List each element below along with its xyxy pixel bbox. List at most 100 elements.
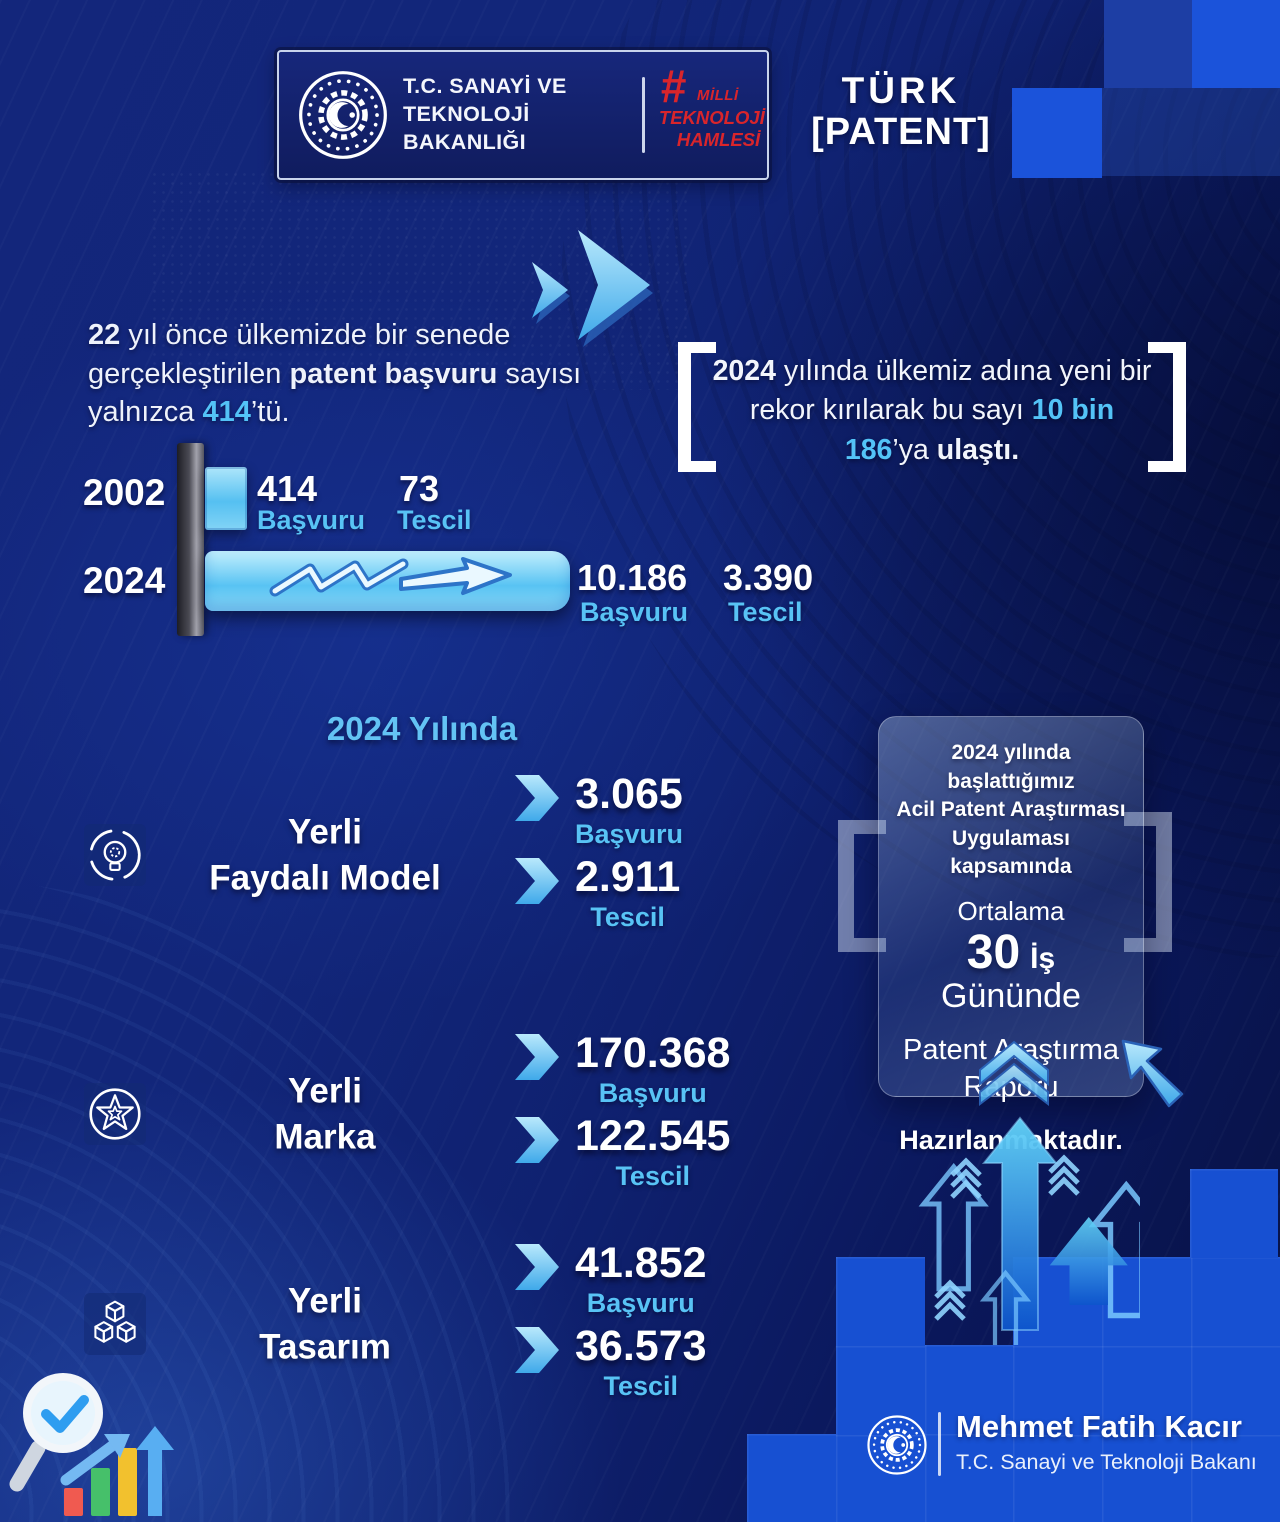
milli-teknoloji-hamlesi-logo: # MİLLİ TEKNOLOJİ HAMLESİ (653, 60, 767, 163)
stat-basvuru-label: Başvuru (586, 1288, 695, 1318)
fast-forward-icon (532, 230, 653, 347)
stat-values: 3.065 Başvuru 2.911 Tescil (515, 773, 683, 939)
upward-arrows-icon (918, 1116, 1140, 1345)
hamle-line2: TEKNOLOJİ (658, 107, 765, 128)
label-2002-tescil: Tescil (397, 505, 472, 535)
mosaic-step (836, 1257, 925, 1522)
chevron-right-icon (515, 1244, 559, 1290)
zigzag-growth-arrow-icon (269, 557, 512, 597)
label-2024-tescil: Tescil (728, 597, 803, 627)
stat-name-line2: Tasarım (259, 1327, 391, 1366)
stat-row-marka: Yerli Marka 170.368 Başvuru 122.545 Tesc… (60, 1022, 765, 1206)
year-label-2024: 2024 (83, 560, 166, 601)
stat-basvuru-label: Başvuru (598, 1078, 707, 1108)
intro-accent-414: 414 (202, 396, 251, 429)
acil-patent-panel: 2024 yılında başlattığımız Acil Patent A… (878, 716, 1144, 1155)
label-2002-basvuru: Başvuru (257, 505, 366, 535)
mosaic-step (747, 1434, 836, 1522)
checker-square (1102, 88, 1280, 176)
intro-text1: yıl önce ülkemizde bir senede gerçekleşt… (88, 319, 511, 390)
stat-tescil-label: Tescil (615, 1161, 690, 1191)
chevron-right-icon (515, 858, 559, 904)
record-bold-ulasti: ulaştı. (936, 433, 1020, 466)
chart-axis-bar (177, 443, 204, 636)
record-text1: yılında ülkemiz adına yeni bir rekor kır… (749, 355, 1152, 427)
hamle-line3: HAMLESİ (676, 129, 761, 150)
stat-name-line2: Marka (274, 1117, 376, 1156)
turkpatent-line1: TÜRK (841, 70, 961, 111)
value-2002-tescil: 73 (399, 468, 440, 509)
stat-basvuru-value: 3.065 (575, 770, 683, 818)
stat-name-line1: Yerli (288, 1281, 362, 1321)
ministry-logo-box: T.C. SANAYİ VE TEKNOLOJİ BAKANLIĞI # MİL… (277, 50, 769, 180)
logo-divider (642, 77, 645, 153)
double-chevron-up-icon (979, 1040, 1049, 1106)
record-bold-2024: 2024 (712, 355, 776, 387)
stat-name: Yerli Marka (155, 1069, 495, 1160)
stat-name-line1: Yerli (288, 1071, 362, 1111)
chevron-right-icon (515, 775, 559, 821)
section-title-2024-yilinda: 2024 Yılında (326, 710, 518, 747)
chevron-right-icon (515, 1034, 559, 1080)
panel-ortalama: Ortalama (957, 895, 1065, 926)
value-2002-basvuru: 414 (257, 468, 318, 509)
glass-bracket-right (1124, 812, 1172, 952)
chevron-right-icon (515, 1117, 559, 1163)
intro-paragraph: 22 yıl önce ülkemizde bir senede gerçekl… (88, 316, 633, 432)
stat-values: 41.852 Başvuru 36.573 Tescil (515, 1242, 707, 1408)
tescil-block: 122.545 Tescil (515, 1115, 730, 1192)
chevron-right-icon (515, 1327, 559, 1373)
intro-bold-22: 22 (88, 319, 121, 351)
value-2024-basvuru: 10.186 (577, 557, 688, 598)
stat-values: 170.368 Başvuru 122.545 Tescil (515, 1032, 730, 1198)
right-bracket (1148, 342, 1186, 472)
stat-basvuru-value: 41.852 (575, 1239, 707, 1287)
panel-bold-line1: 2024 yılında başlattığımız (947, 741, 1075, 793)
turkpatent-logo: TÜRK [PATENT] (806, 72, 996, 151)
panel-bold-line2: Acil Patent Araştırması (896, 798, 1126, 822)
record-accent-10bin186: 10 bin 186 (844, 394, 1115, 466)
turkpatent-line2: [PATENT] (811, 111, 991, 153)
stat-basvuru-value: 170.368 (575, 1029, 731, 1077)
glass-bracket-left (838, 820, 886, 952)
intro-text2: sayısı yalnızca (88, 357, 582, 429)
stat-tescil-value: 122.545 (575, 1112, 731, 1160)
panel-unit-is: İş (1030, 941, 1056, 975)
stat-tescil-value: 36.573 (575, 1322, 707, 1370)
mosaic-step (1190, 1169, 1278, 1258)
checker-square (1104, 0, 1192, 88)
stat-name-line2: Faydalı Model (209, 858, 441, 897)
ministry-emblem-icon (866, 1414, 928, 1476)
record-text2: ’ya (892, 433, 937, 466)
basvuru-block: 41.852 Başvuru (515, 1242, 707, 1319)
minister-title: T.C. Sanayi ve Teknoloji Bakanı (956, 1450, 1257, 1474)
left-bracket (678, 342, 716, 472)
panel-number-30: 30 (966, 925, 1021, 979)
checker-square (1192, 0, 1280, 88)
record-statement: 2024 yılında ülkemiz adına yeni bir reko… (712, 352, 1152, 470)
stat-row-faydali-model: Yerli Faydalı Model 3.065 Başvuru 2.911 … (60, 763, 765, 947)
design-icon (84, 1293, 146, 1355)
trademark-icon (84, 1083, 146, 1145)
stat-basvuru-label: Başvuru (575, 819, 684, 849)
stat-tescil-value: 2.911 (575, 853, 681, 901)
ministry-name: T.C. SANAYİ VE TEKNOLOJİ BAKANLIĞI (403, 73, 624, 157)
stat-name-line1: Yerli (288, 812, 362, 852)
panel-30-is: 30 İş (966, 925, 1056, 979)
ministry-name-line2: TEKNOLOJİ BAKANLIĞI (403, 102, 530, 154)
magnifier-check-bar-chart-icon (9, 1373, 174, 1516)
stat-tescil-label: Tescil (590, 902, 665, 932)
tescil-block: 2.911 Tescil (515, 856, 683, 933)
label-2024-basvuru: Başvuru (580, 597, 689, 627)
minister-name: Mehmet Fatih Kacır (956, 1409, 1242, 1444)
intro-bold-patent-basvuru: patent başvuru (289, 357, 498, 390)
panel-bold-line3: Uygulaması kapsamında (950, 826, 1072, 879)
panel-gununde: Gününde (941, 976, 1081, 1015)
arrow-up-left-cursor-icon (1121, 1039, 1184, 1108)
stat-tescil-label: Tescil (603, 1371, 679, 1401)
checker-square (1012, 88, 1102, 178)
value-2024-tescil: 3.390 (723, 557, 814, 598)
intro-text3: ’tü. (250, 396, 290, 429)
utility-model-icon (84, 824, 146, 886)
